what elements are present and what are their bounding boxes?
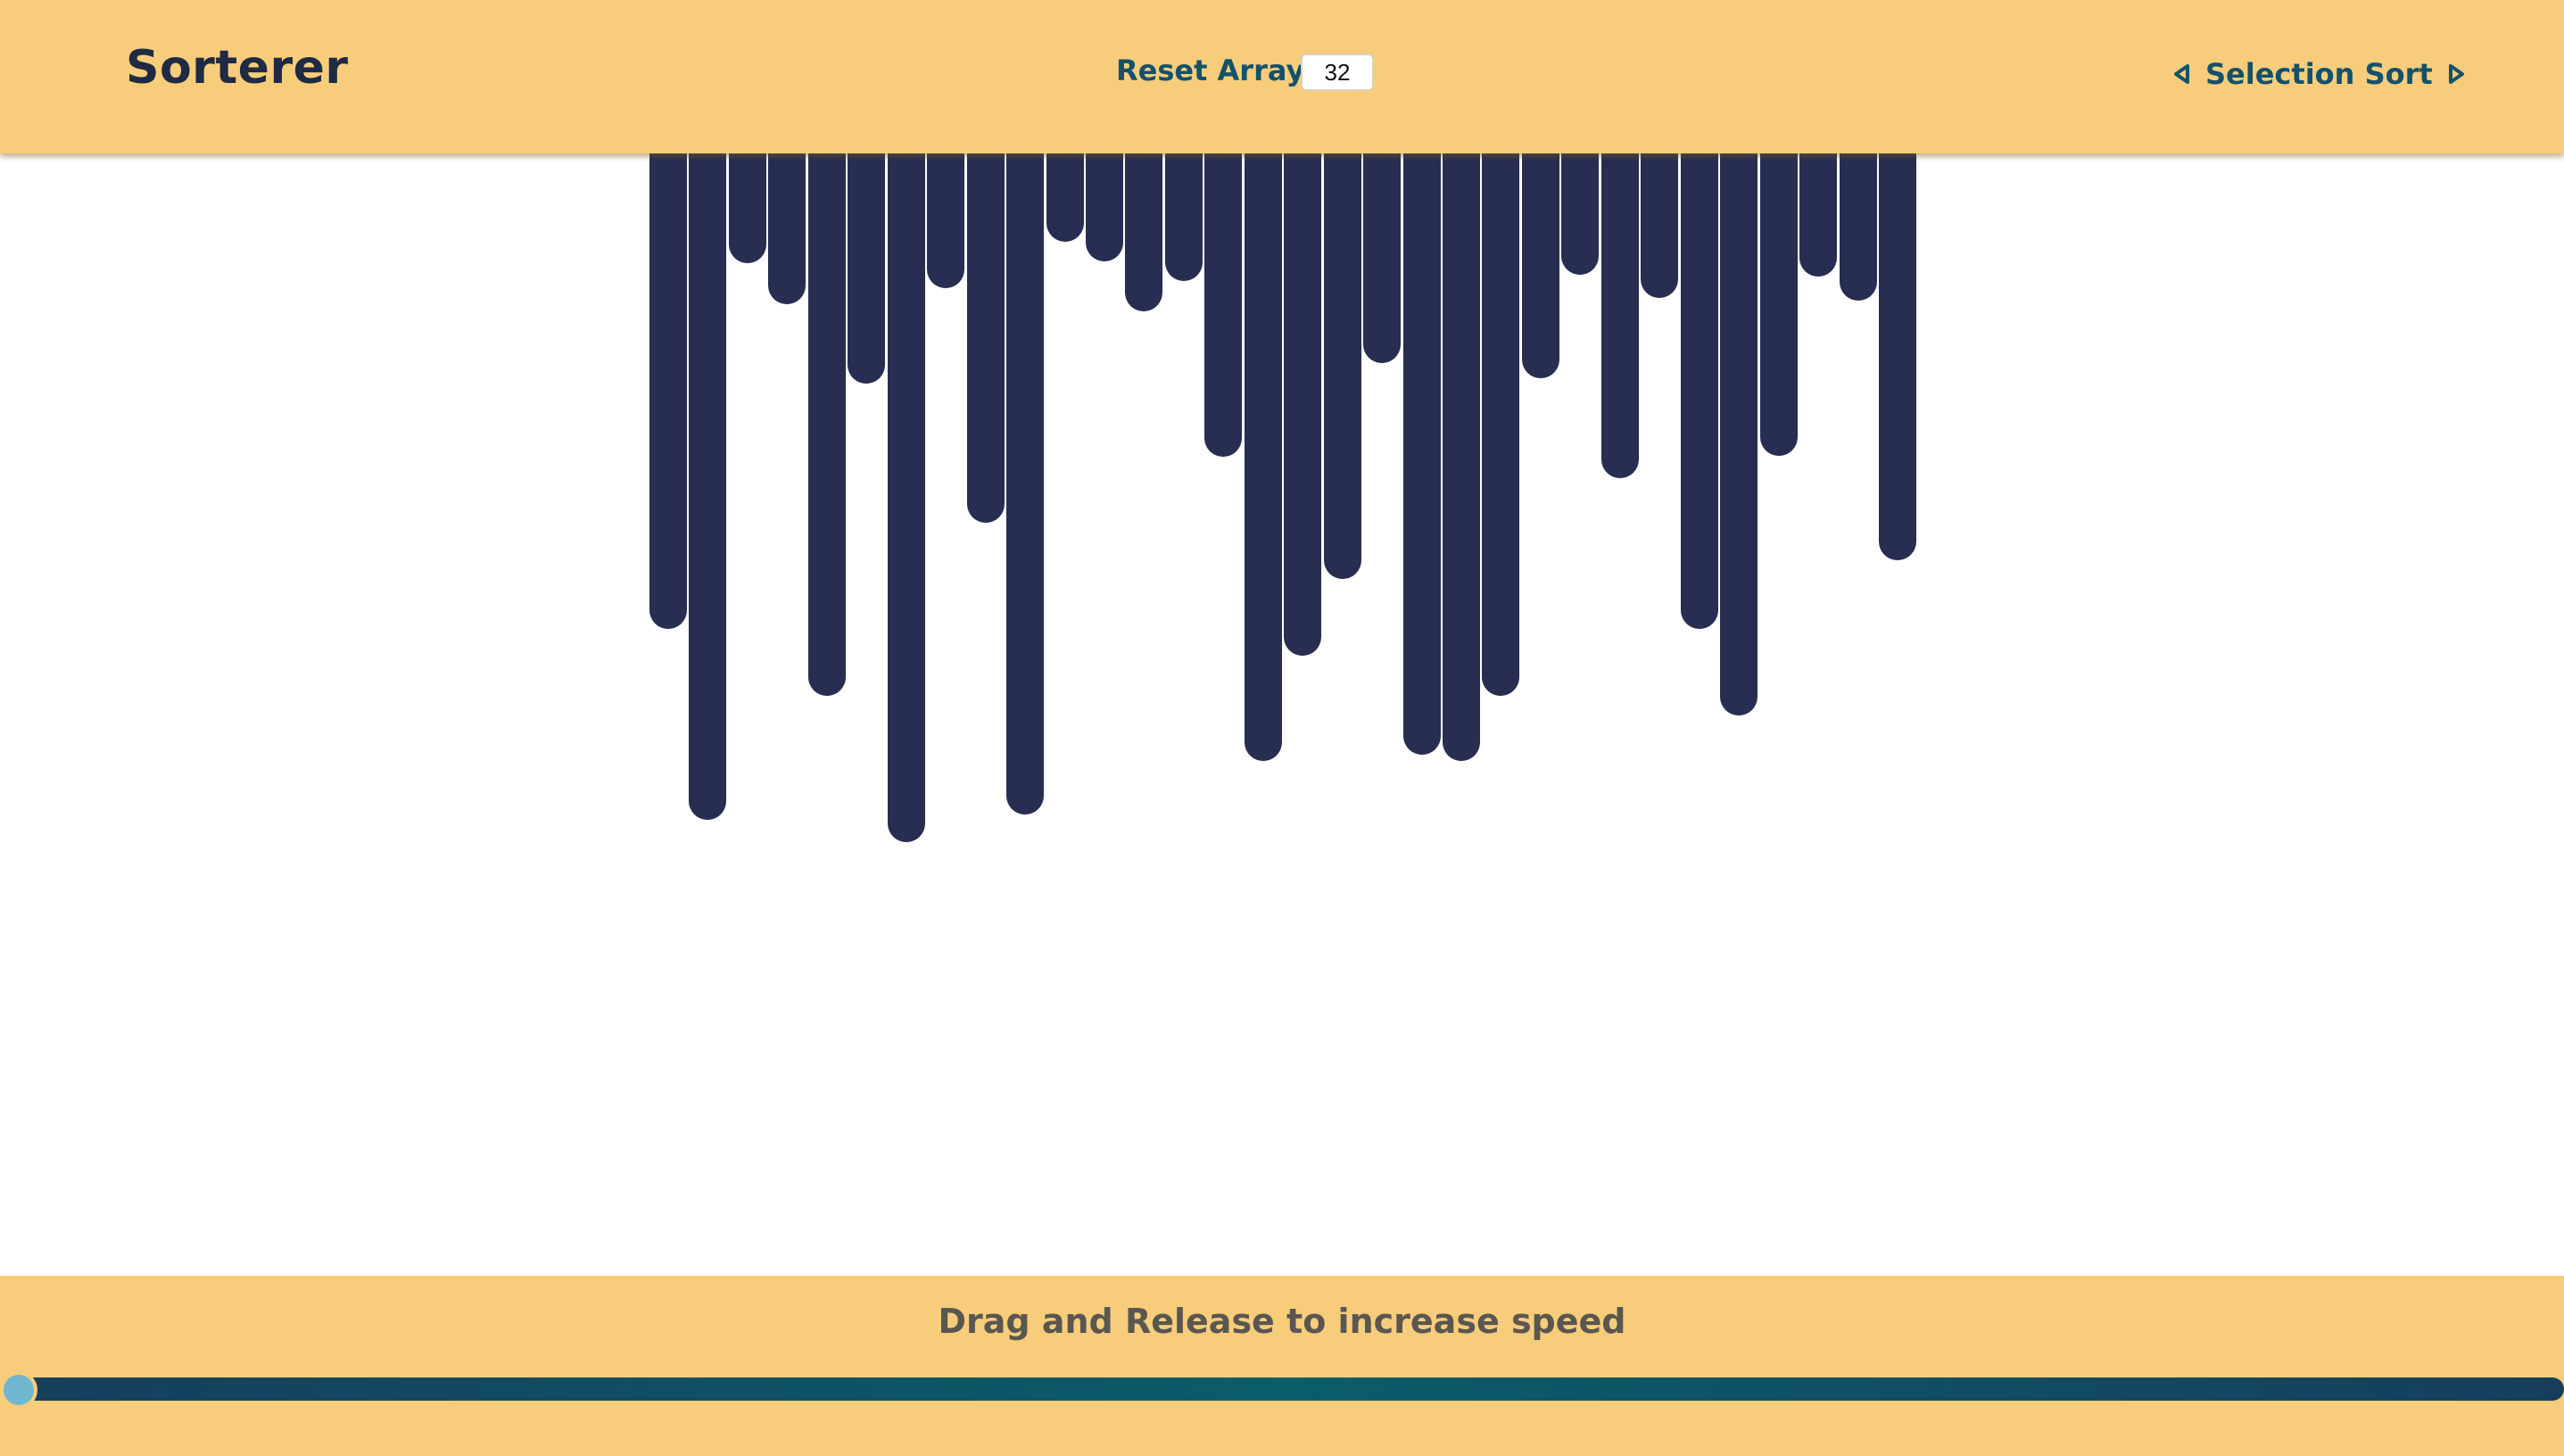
array-bar	[1324, 153, 1361, 579]
array-bar	[1204, 153, 1242, 457]
array-bar	[1561, 153, 1599, 275]
array-bar	[848, 153, 885, 384]
array-bar	[1006, 153, 1044, 815]
array-bar	[1482, 153, 1519, 696]
array-bar	[1641, 153, 1678, 298]
array-size-input[interactable]	[1301, 54, 1374, 91]
array-bar	[768, 153, 806, 304]
array-bar	[1840, 153, 1877, 301]
array-bar	[1799, 153, 1837, 277]
array-bar	[1443, 153, 1480, 761]
array-bar	[1760, 153, 1798, 456]
speed-slider-track[interactable]	[12, 1377, 2564, 1401]
array-bar	[649, 153, 687, 629]
array-bar	[1284, 153, 1321, 656]
triangle-left-icon[interactable]	[2173, 63, 2191, 85]
array-bar	[1125, 153, 1162, 311]
array-bar	[1046, 153, 1084, 242]
algorithm-switcher: Selection Sort	[2173, 54, 2465, 95]
array-bar	[1363, 153, 1401, 363]
array-bar	[1601, 153, 1639, 478]
array-bar	[1681, 153, 1718, 629]
array-bar	[689, 153, 726, 820]
array-bar	[808, 153, 846, 696]
array-bar	[1522, 153, 1559, 378]
reset-array-button[interactable]: Reset Array	[1116, 54, 1305, 87]
array-bar	[1086, 153, 1123, 261]
top-bar: Sorterer Reset Array Selection Sort	[0, 0, 2564, 153]
algorithm-name: Selection Sort	[2205, 57, 2433, 91]
array-bar	[888, 153, 925, 842]
speed-instruction: Drag and Release to increase speed	[938, 1302, 1626, 1341]
array-bar	[1720, 153, 1758, 716]
array-bar	[1879, 153, 1916, 560]
array-bars	[0, 153, 2564, 1276]
array-bar	[1165, 153, 1203, 281]
array-bar	[1245, 153, 1282, 761]
array-bar	[1403, 153, 1441, 755]
array-bar	[967, 153, 1005, 523]
array-bar	[927, 153, 964, 288]
array-bar	[729, 153, 766, 263]
triangle-right-icon[interactable]	[2447, 63, 2465, 85]
speed-slider-thumb[interactable]	[0, 1371, 37, 1409]
app-title: Sorterer	[126, 41, 349, 95]
speed-panel: Drag and Release to increase speed	[0, 1276, 2564, 1456]
